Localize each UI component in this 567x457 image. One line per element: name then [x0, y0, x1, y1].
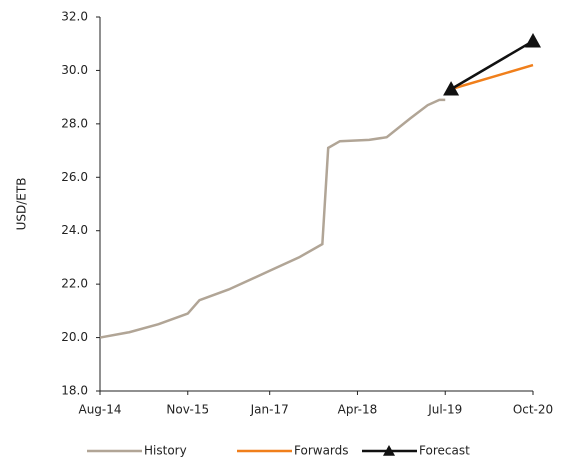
y-tick-label: 30.0 — [61, 63, 88, 77]
series-marker — [443, 81, 460, 96]
y-tick-label: 26.0 — [61, 170, 88, 184]
series-line — [450, 63, 534, 91]
x-tick-label: Jan-17 — [250, 403, 289, 417]
y-tick-label: 28.0 — [61, 116, 88, 130]
legend-label: Forecast — [419, 444, 470, 457]
y-tick-label: 24.0 — [61, 223, 88, 237]
y-tick-label: 18.0 — [61, 384, 88, 398]
legend-label: History — [144, 444, 187, 457]
x-tick-label: Aug-14 — [78, 403, 121, 417]
y-tick-label: 32.0 — [61, 10, 88, 24]
legend-marker — [383, 445, 395, 456]
series-marker — [525, 33, 541, 48]
y-tick-label: 22.0 — [61, 277, 88, 291]
series-line — [99, 98, 446, 339]
x-tick-label: Nov-15 — [166, 403, 209, 417]
x-tick-label: Apr-18 — [338, 403, 378, 417]
y-axis-label: USD/ETB — [15, 178, 29, 231]
x-tick-label: Jul-19 — [427, 403, 462, 417]
legend-label: Forwards — [294, 444, 349, 457]
y-tick-label: 20.0 — [61, 330, 88, 344]
series-line — [450, 39, 534, 91]
x-tick-label: Oct-20 — [513, 403, 553, 417]
